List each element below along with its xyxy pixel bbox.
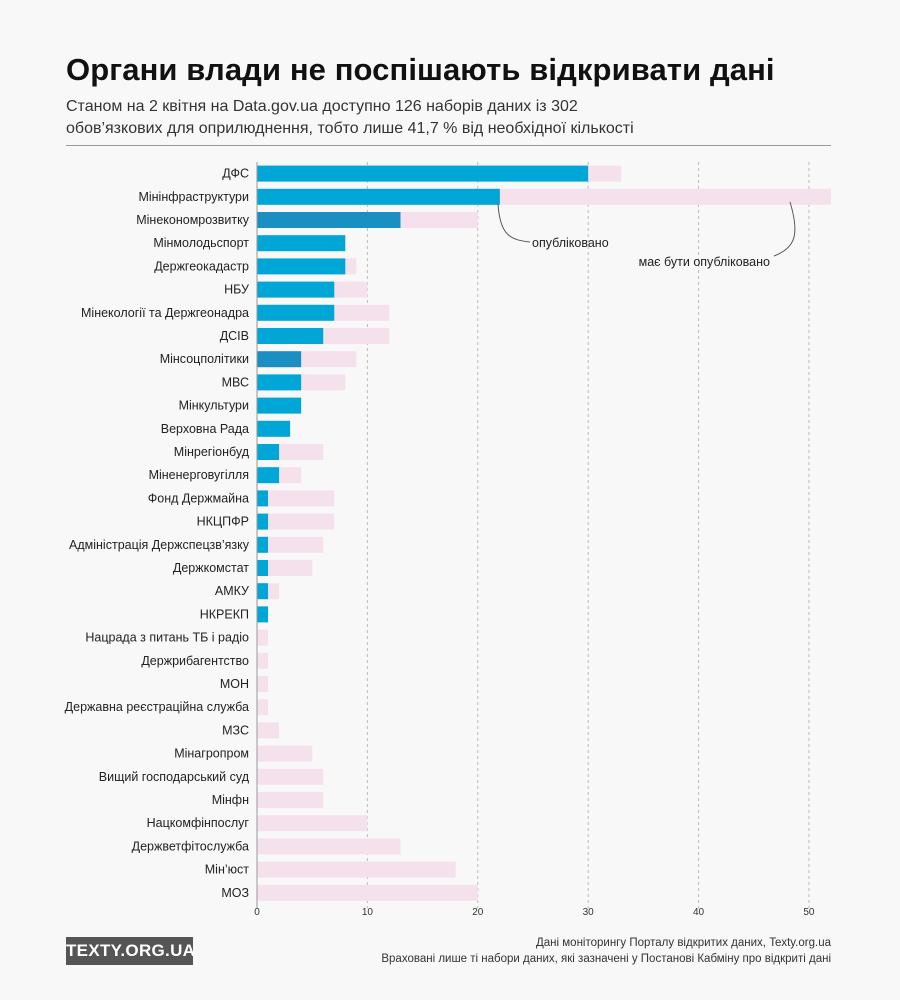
annotation-required: має бути опубліковано <box>639 255 770 269</box>
bar-required <box>257 861 456 878</box>
category-label: АМКУ <box>215 584 249 598</box>
x-tick-label: 10 <box>362 907 374 918</box>
category-label: Мінкультури <box>179 399 249 413</box>
x-tick-label: 40 <box>693 907 705 918</box>
category-label: МОЗ <box>221 886 249 900</box>
category-label: Мінмолодьспорт <box>153 236 249 250</box>
category-label: Мінінфраструктури <box>138 190 249 204</box>
bar-published <box>257 467 280 484</box>
bar-published <box>257 583 269 600</box>
bar-required <box>257 629 269 646</box>
bar-published <box>257 420 291 437</box>
page-title: Органи влади не поспішають відкривати да… <box>66 52 775 87</box>
category-label: Нацрада з питань ТБ і радіо <box>85 631 249 645</box>
category-label: Мінрегіонбуд <box>174 445 250 459</box>
bar-required <box>257 490 335 507</box>
bar-published <box>257 374 302 391</box>
annotation-leader-required <box>773 201 796 257</box>
category-label: Мінсоцполітики <box>160 352 249 366</box>
source-line-1: Дані моніторингу Порталу відкритих даних… <box>535 937 831 949</box>
bar-required <box>257 792 324 808</box>
brand-logo[interactable]: TEXTY.ORG.UA <box>66 937 195 965</box>
category-label: Мінфн <box>212 793 249 807</box>
source-line-2: Враховані лише ті набори даних, які зазн… <box>381 953 831 965</box>
category-label: Держгеокадастр <box>154 259 249 273</box>
bar-published <box>257 513 269 530</box>
category-label: Вищий господарський суд <box>99 770 250 784</box>
category-label: МЗС <box>222 723 249 737</box>
bar-required <box>257 699 269 716</box>
bar-published <box>257 397 302 414</box>
bar-published <box>257 258 346 275</box>
category-label: Мінекономрозвитку <box>136 213 250 227</box>
category-label: Фонд Держмайна <box>148 491 249 505</box>
source-note: Дані моніторингу Порталу відкритих даних… <box>381 935 831 967</box>
category-label: Адміністрація Держспецзв’язку <box>69 538 250 552</box>
bar-published <box>257 235 346 252</box>
category-label: НКРЕКП <box>200 607 249 621</box>
bar-required <box>257 768 324 785</box>
bar-published <box>257 165 589 182</box>
bar-published <box>257 606 269 623</box>
bar-required <box>257 536 324 553</box>
x-tick-label: 30 <box>583 907 595 918</box>
bar-published <box>257 444 280 460</box>
bar-required <box>257 722 280 739</box>
x-tick-label: 20 <box>472 907 484 918</box>
bar-required <box>257 676 269 692</box>
bar-published <box>257 351 302 368</box>
annotation-published: опубліковано <box>532 236 609 250</box>
category-label: ДСІВ <box>220 329 249 343</box>
category-label: Держрибагентство <box>141 654 249 668</box>
category-label: Мін’юст <box>205 863 249 877</box>
category-label: Нацкомфінпослуг <box>147 816 250 830</box>
bar-required <box>257 560 313 576</box>
category-label: МВС <box>222 375 249 389</box>
title-divider <box>66 145 831 146</box>
bar-required <box>257 838 401 855</box>
bar-required <box>257 513 335 530</box>
category-label: Мінагропром <box>174 747 249 761</box>
category-label: Мінекології та Держгеонадра <box>81 306 249 320</box>
bar-published <box>257 188 500 205</box>
subtitle-line-1: Станом на 2 квітня на Data.gov.ua доступ… <box>66 98 578 115</box>
bar-published <box>257 490 269 507</box>
page-subtitle: Станом на 2 квітня на Data.gov.ua доступ… <box>66 96 766 140</box>
bar-published <box>257 560 269 576</box>
bar-published <box>257 536 269 553</box>
annotation-leader-published <box>497 203 531 243</box>
category-label: Держкомстат <box>173 561 249 575</box>
category-label: Міненерговугілля <box>149 468 249 482</box>
x-tick-label: 50 <box>803 907 815 918</box>
subtitle-line-2: обов’язкових для оприлюднення, тобто лиш… <box>66 120 634 137</box>
bar-published <box>257 212 401 228</box>
bar-required <box>257 745 313 762</box>
bar-required <box>257 884 478 901</box>
category-label: Держветфітослужба <box>132 839 249 853</box>
category-label: ДФС <box>222 167 249 181</box>
category-label: НКЦПФР <box>197 515 249 529</box>
category-label: МОН <box>220 677 249 691</box>
category-label: Верховна Рада <box>161 422 249 436</box>
bar-published <box>257 304 335 321</box>
category-label: НБУ <box>224 283 249 297</box>
x-tick-label: 0 <box>254 907 260 918</box>
bar-published <box>257 328 324 344</box>
bar-required <box>257 815 368 832</box>
bar-published <box>257 281 335 298</box>
bar-required <box>257 652 269 669</box>
category-label: Державна реєстраційна служба <box>65 700 249 714</box>
